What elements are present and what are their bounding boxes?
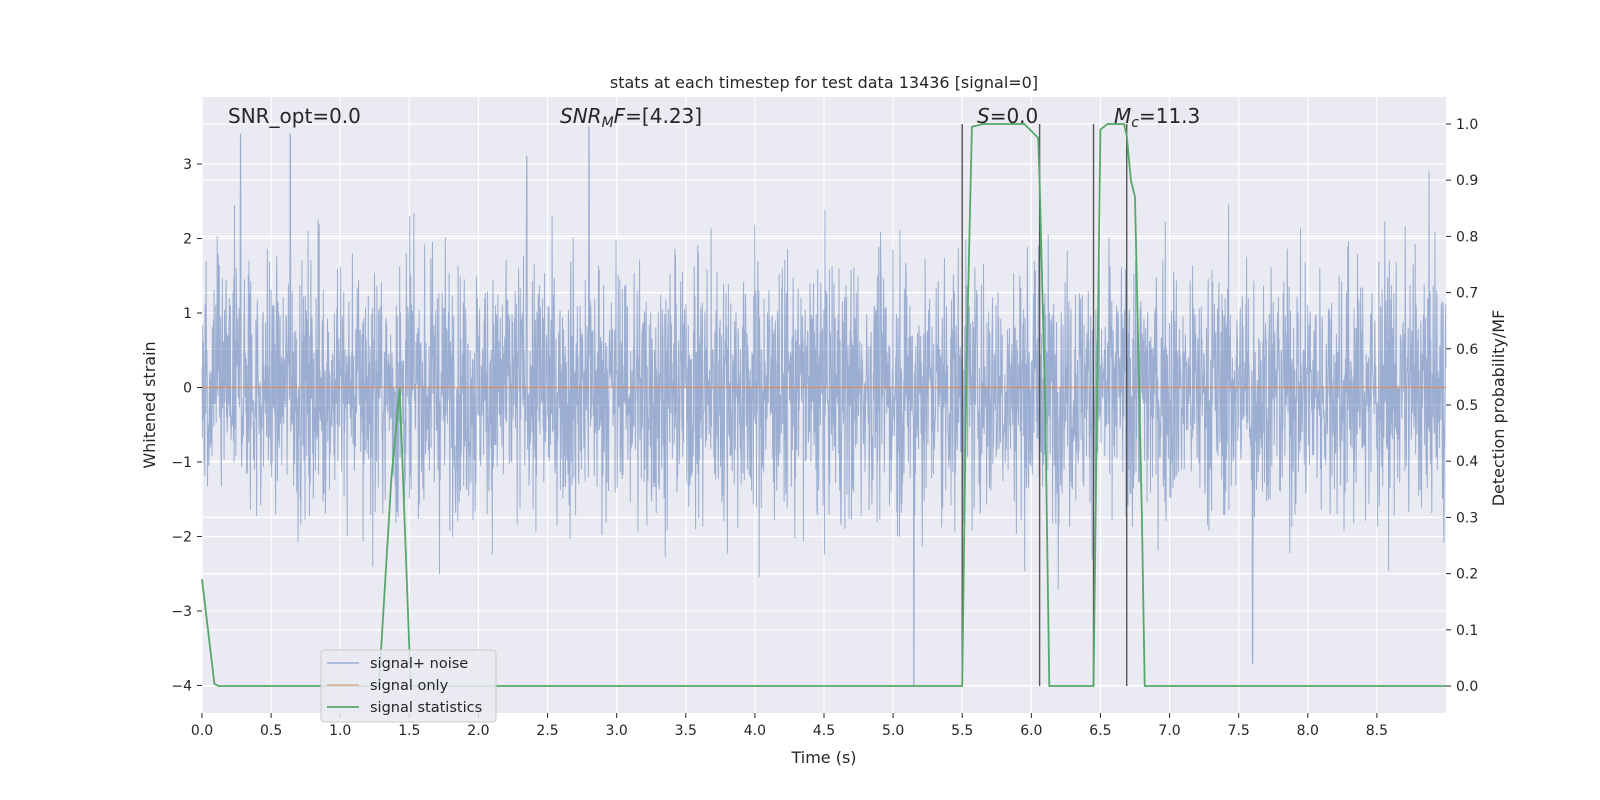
- y2-tick-label: 0.3: [1456, 510, 1478, 526]
- legend-label-signal-noise: signal+ noise: [370, 656, 468, 672]
- signal-noise-series: [201, 126, 1447, 686]
- x-tick-label: 6.5: [1089, 723, 1111, 739]
- y-tick-label: 0: [183, 380, 192, 396]
- y-tick-label: 3: [183, 157, 192, 173]
- y-tick-label: 2: [183, 232, 192, 248]
- x-tick-label: 7.0: [1158, 723, 1180, 739]
- snr-mf-annotation: SNRMF=[4.23]: [560, 104, 702, 131]
- legend-label-signal-statistics: signal statistics: [370, 700, 482, 716]
- snr-opt-annotation: SNR_opt=0.0: [228, 104, 361, 128]
- vertical-markers: [961, 123, 1128, 687]
- x-tick-label: 2.0: [467, 723, 489, 739]
- y2-tick-label: 0.1: [1456, 623, 1478, 639]
- y2-tick-label: 0.9: [1456, 173, 1478, 189]
- x-tick-label: 0.5: [260, 723, 282, 739]
- x-tick-label: 0.0: [191, 723, 213, 739]
- x-axis-label: Time (s): [790, 748, 856, 767]
- mc-annotation: Mc=11.3: [1114, 104, 1200, 131]
- legend-box: [320, 649, 497, 723]
- chart-title: stats at each timestep for test data 134…: [610, 73, 1038, 92]
- y-tick-label: −4: [171, 678, 192, 694]
- s-annotation: S=0.0: [977, 104, 1038, 128]
- ticks: 0.0 0.5 1.0 1.5 2.0 2.5 3.0 3.5 4.0 4.5 5.0 5.5 6.0 6…: [171, 117, 1478, 739]
- x-tick-label: 6.0: [1020, 723, 1042, 739]
- x-tick-label: 5.0: [882, 723, 904, 739]
- x-tick-label: 1.5: [398, 723, 420, 739]
- signal-statistics-series: [201, 123, 1446, 687]
- x-tick-label: 5.5: [951, 723, 973, 739]
- x-tick-label: 3.5: [675, 723, 697, 739]
- x-tick-label: 2.5: [536, 723, 558, 739]
- y2-tick-label: 0.2: [1456, 567, 1478, 583]
- y2-axis-label: Detection probability/MF: [1489, 310, 1508, 507]
- x-tick-label: 1.0: [329, 723, 351, 739]
- x-tick-label: 4.5: [813, 723, 835, 739]
- x-tick-label: 7.5: [1228, 723, 1250, 739]
- signal-noise-line: [201, 126, 1447, 686]
- y2-tick-label: 0.6: [1456, 342, 1478, 358]
- x-tick-label: 8.0: [1297, 723, 1319, 739]
- y2-tick-label: 0.5: [1456, 398, 1478, 414]
- y2-tick-label: 0.4: [1456, 454, 1478, 470]
- signal-statistics-line: [201, 123, 1446, 687]
- y-tick-label: −1: [171, 455, 192, 471]
- y-tick-label: −2: [171, 529, 192, 545]
- legend: signal+ noise signal only signal statist…: [320, 649, 497, 723]
- x-tick-label: 4.0: [744, 723, 766, 739]
- y2-tick-label: 0.0: [1456, 679, 1478, 695]
- y2-tick-label: 0.8: [1456, 229, 1478, 245]
- y2-tick-label: 1.0: [1456, 117, 1478, 133]
- y-axis-label: Whitened strain: [140, 341, 159, 468]
- x-tick-label: 3.0: [606, 723, 628, 739]
- x-tick-label: 8.5: [1366, 723, 1388, 739]
- y-tick-label: 1: [183, 306, 192, 322]
- legend-label-signal-only: signal only: [370, 678, 449, 694]
- y-tick-label: −3: [171, 604, 192, 620]
- y2-tick-label: 0.7: [1456, 286, 1478, 302]
